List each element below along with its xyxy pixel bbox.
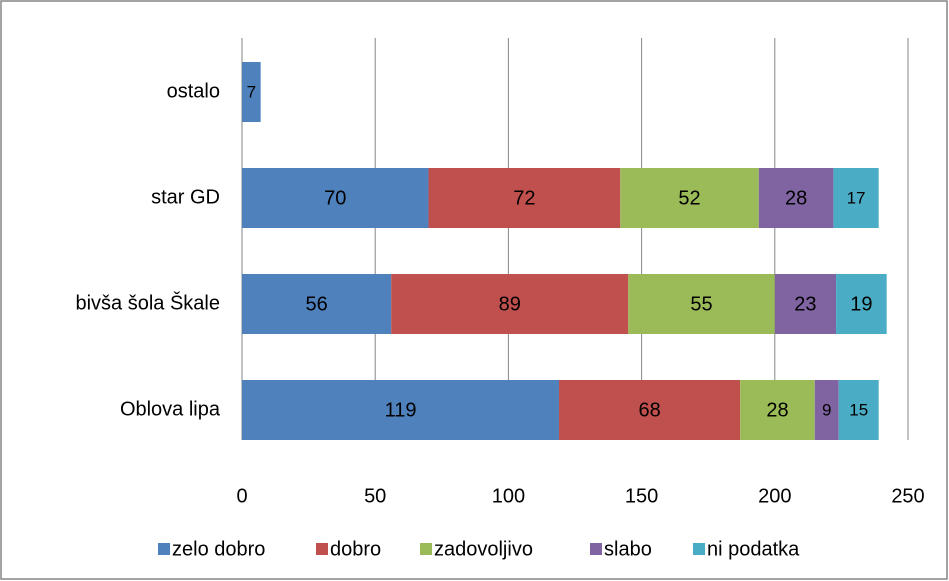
legend-label: zelo dobro (172, 538, 265, 560)
bar-segment (774, 274, 837, 334)
x-tick-label: 250 (891, 485, 924, 507)
y-tick-label: Oblova lipa (120, 398, 221, 420)
y-tick-label: bivša šola Škale (75, 291, 220, 314)
data-label: 70 (324, 187, 346, 209)
bar-segment (242, 62, 261, 122)
bar-segment (391, 274, 629, 334)
legend-swatch (316, 543, 328, 555)
data-label: 55 (690, 293, 712, 315)
data-label: 28 (766, 399, 788, 421)
bar-segment (242, 380, 560, 440)
data-label: 28 (785, 187, 807, 209)
bar-segment (428, 168, 621, 228)
y-tick-label: ostalo (167, 80, 220, 102)
legend-swatch (590, 543, 602, 555)
bar-segment (242, 274, 392, 334)
data-label: 17 (847, 188, 866, 207)
bar-segment (740, 380, 815, 440)
legend-swatch (158, 543, 170, 555)
x-tick-label: 200 (758, 485, 791, 507)
bar-segment (758, 168, 834, 228)
bar-segment (833, 168, 879, 228)
data-label: 68 (638, 399, 660, 421)
x-tick-label: 100 (492, 485, 525, 507)
bar-segment (628, 274, 775, 334)
legend-label: dobro (330, 538, 381, 560)
data-label: 89 (499, 293, 521, 315)
data-label: 15 (849, 400, 868, 419)
data-label: 23 (794, 293, 816, 315)
bar-segment (836, 274, 887, 334)
bar-segment (620, 168, 759, 228)
y-tick-label: star GD (151, 186, 220, 208)
bar-segment (814, 380, 839, 440)
legend-label: ni podatka (707, 538, 800, 560)
legend-swatch (693, 543, 705, 555)
bar-segment (838, 380, 879, 440)
bar-segment (242, 168, 429, 228)
data-label: 19 (850, 293, 872, 315)
x-tick-label: 0 (236, 485, 247, 507)
data-label: 9 (822, 400, 831, 419)
data-label: 56 (305, 293, 327, 315)
legend-swatch (420, 543, 432, 555)
x-tick-label: 50 (364, 485, 386, 507)
x-tick-label: 150 (625, 485, 658, 507)
data-label: 119 (385, 399, 417, 421)
bar-segment (559, 380, 741, 440)
data-label: 52 (678, 187, 700, 209)
legend-label: zadovoljivo (434, 538, 533, 560)
data-label: 7 (247, 82, 256, 101)
data-label: 72 (513, 187, 535, 209)
legend-label: slabo (604, 538, 652, 560)
